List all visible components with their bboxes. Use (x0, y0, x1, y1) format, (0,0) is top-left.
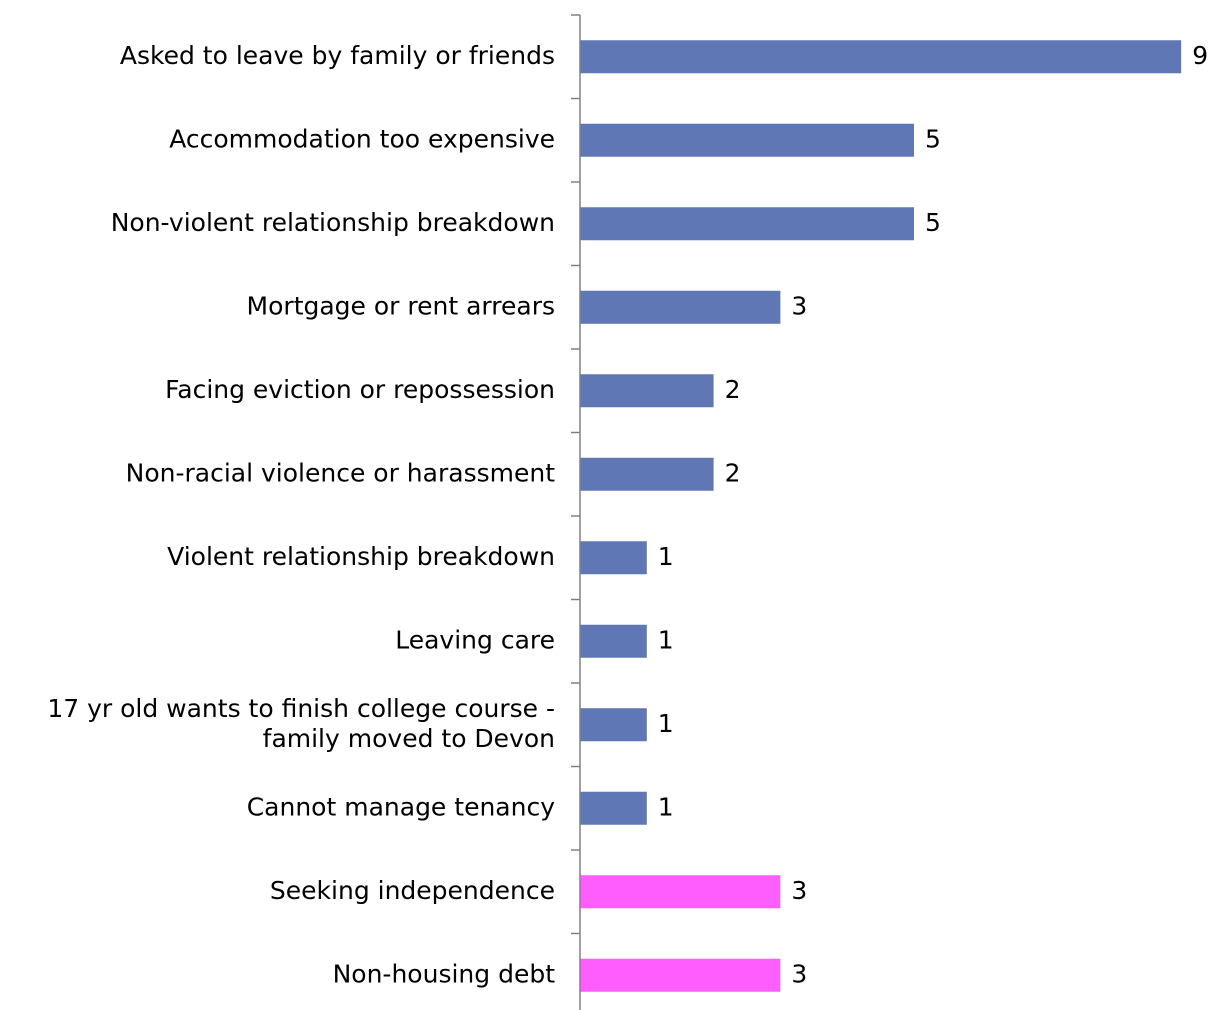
category-label: 17 yr old wants to finish college course… (47, 694, 555, 753)
category-label: Asked to leave by family or friends (120, 41, 555, 70)
category-label: Violent relationship breakdown (167, 542, 555, 571)
value-label: 3 (791, 876, 807, 905)
category-label: Facing eviction or repossession (165, 375, 555, 404)
category-label-line: Non-violent relationship breakdown (111, 208, 555, 237)
value-label: 3 (791, 291, 807, 320)
category-label: Mortgage or rent arrears (247, 291, 555, 320)
value-label: 2 (725, 458, 741, 487)
value-label: 1 (658, 542, 674, 571)
bar (580, 708, 647, 742)
bar (580, 374, 714, 408)
bar (580, 958, 781, 992)
bar (580, 457, 714, 491)
category-label-line: Mortgage or rent arrears (247, 291, 555, 320)
category-label-line: family moved to Devon (263, 724, 555, 753)
bars-layer (580, 40, 1182, 992)
category-label-line: Leaving care (395, 625, 555, 654)
category-label-line: 17 yr old wants to finish college course… (47, 694, 555, 723)
bar (580, 541, 647, 575)
category-label-line: Non-housing debt (333, 959, 556, 988)
value-label: 2 (725, 375, 741, 404)
category-label: Leaving care (395, 625, 555, 654)
value-label: 3 (791, 959, 807, 988)
category-label: Accommodation too expensive (169, 124, 555, 153)
bar (580, 207, 914, 241)
value-label: 1 (658, 625, 674, 654)
value-label: 1 (658, 709, 674, 738)
bar (580, 290, 781, 324)
value-label: 5 (925, 208, 941, 237)
bar (580, 40, 1182, 74)
value-labels: 9 5 5 3 2 2 1 1 1 1 3 3 (658, 41, 1208, 989)
category-label-line: Non-racial violence or harassment (126, 458, 556, 487)
bar (580, 123, 914, 157)
bar (580, 624, 647, 658)
category-label-line: Cannot manage tenancy (247, 792, 555, 821)
category-label: Non-racial violence or harassment (126, 458, 556, 487)
category-label-line: Accommodation too expensive (169, 124, 555, 153)
category-label-line: Violent relationship breakdown (167, 542, 555, 571)
category-label: Seeking independence (270, 876, 555, 905)
category-axis (571, 14, 581, 1010)
value-label: 1 (658, 792, 674, 821)
category-label-line: Facing eviction or repossession (165, 375, 555, 404)
value-label: 5 (925, 124, 941, 153)
category-label: Cannot manage tenancy (247, 792, 555, 821)
category-label: Non-housing debt (333, 959, 556, 988)
category-label-line: Seeking independence (270, 876, 555, 905)
value-label: 9 (1192, 41, 1208, 70)
category-label-line: Asked to leave by family or friends (120, 41, 555, 70)
category-label: Non-violent relationship breakdown (111, 208, 555, 237)
category-labels: Asked to leave by family or friends Accom… (47, 41, 555, 989)
bar (580, 791, 647, 825)
bar (580, 875, 781, 909)
